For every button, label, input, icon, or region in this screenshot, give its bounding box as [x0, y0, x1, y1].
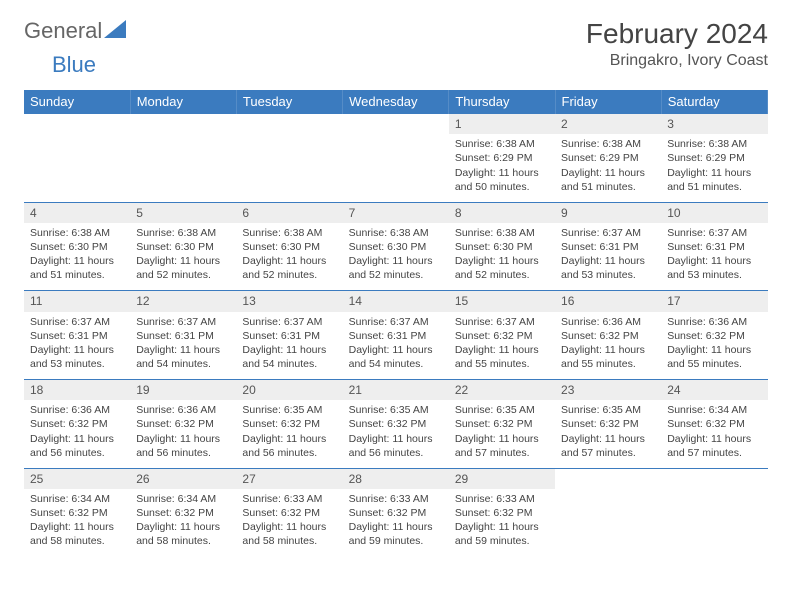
day-content-cell: Sunrise: 6:33 AMSunset: 6:32 PMDaylight:…	[449, 489, 555, 557]
day-content-cell: Sunrise: 6:38 AMSunset: 6:30 PMDaylight:…	[449, 223, 555, 291]
logo-triangle-icon	[104, 18, 126, 44]
day-number-cell	[343, 114, 449, 135]
day-content-cell: Sunrise: 6:35 AMSunset: 6:32 PMDaylight:…	[236, 400, 342, 468]
day-content-cell: Sunrise: 6:37 AMSunset: 6:32 PMDaylight:…	[449, 312, 555, 380]
day-number-row: 18192021222324	[24, 380, 768, 401]
day-content-cell: Sunrise: 6:36 AMSunset: 6:32 PMDaylight:…	[24, 400, 130, 468]
day-number-cell	[661, 468, 767, 489]
month-title: February 2024	[586, 18, 768, 50]
day-content-cell	[24, 134, 130, 202]
day-number-cell: 25	[24, 468, 130, 489]
day-content-cell: Sunrise: 6:38 AMSunset: 6:30 PMDaylight:…	[24, 223, 130, 291]
day-number-cell: 4	[24, 202, 130, 223]
weekday-header: Tuesday	[236, 90, 342, 114]
weekday-header: Monday	[130, 90, 236, 114]
day-content-row: Sunrise: 6:36 AMSunset: 6:32 PMDaylight:…	[24, 400, 768, 468]
day-number-cell: 11	[24, 291, 130, 312]
day-content-cell: Sunrise: 6:38 AMSunset: 6:29 PMDaylight:…	[661, 134, 767, 202]
day-number-cell: 19	[130, 380, 236, 401]
day-number-cell: 12	[130, 291, 236, 312]
day-number-row: 11121314151617	[24, 291, 768, 312]
logo-text-general: General	[24, 18, 102, 44]
calendar-table: SundayMondayTuesdayWednesdayThursdayFrid…	[24, 90, 768, 557]
weekday-header: Wednesday	[343, 90, 449, 114]
day-content-cell	[555, 489, 661, 557]
day-content-cell	[130, 134, 236, 202]
day-number-cell: 2	[555, 114, 661, 135]
day-number-cell: 21	[343, 380, 449, 401]
day-number-cell: 13	[236, 291, 342, 312]
day-content-cell: Sunrise: 6:34 AMSunset: 6:32 PMDaylight:…	[130, 489, 236, 557]
day-number-cell: 24	[661, 380, 767, 401]
title-block: February 2024 Bringakro, Ivory Coast	[586, 18, 768, 70]
day-number-cell: 6	[236, 202, 342, 223]
day-content-cell: Sunrise: 6:38 AMSunset: 6:29 PMDaylight:…	[449, 134, 555, 202]
day-content-cell: Sunrise: 6:35 AMSunset: 6:32 PMDaylight:…	[343, 400, 449, 468]
weekday-header: Friday	[555, 90, 661, 114]
day-number-cell: 26	[130, 468, 236, 489]
weekday-header: Sunday	[24, 90, 130, 114]
day-number-cell: 7	[343, 202, 449, 223]
day-number-cell: 22	[449, 380, 555, 401]
day-number-cell: 3	[661, 114, 767, 135]
day-content-cell: Sunrise: 6:37 AMSunset: 6:31 PMDaylight:…	[343, 312, 449, 380]
day-number-cell: 29	[449, 468, 555, 489]
calendar-body: 123Sunrise: 6:38 AMSunset: 6:29 PMDaylig…	[24, 114, 768, 557]
day-content-row: Sunrise: 6:38 AMSunset: 6:29 PMDaylight:…	[24, 134, 768, 202]
day-number-cell	[130, 114, 236, 135]
day-number-cell: 27	[236, 468, 342, 489]
weekday-header: Saturday	[661, 90, 767, 114]
day-content-cell: Sunrise: 6:35 AMSunset: 6:32 PMDaylight:…	[449, 400, 555, 468]
day-number-cell: 10	[661, 202, 767, 223]
location: Bringakro, Ivory Coast	[586, 52, 768, 70]
day-number-cell: 15	[449, 291, 555, 312]
day-content-cell: Sunrise: 6:38 AMSunset: 6:30 PMDaylight:…	[236, 223, 342, 291]
day-content-cell: Sunrise: 6:36 AMSunset: 6:32 PMDaylight:…	[661, 312, 767, 380]
day-number-cell: 17	[661, 291, 767, 312]
day-number-row: 2526272829	[24, 468, 768, 489]
day-number-row: 45678910	[24, 202, 768, 223]
day-content-cell: Sunrise: 6:38 AMSunset: 6:30 PMDaylight:…	[343, 223, 449, 291]
day-content-cell: Sunrise: 6:37 AMSunset: 6:31 PMDaylight:…	[555, 223, 661, 291]
day-number-row: 123	[24, 114, 768, 135]
day-content-cell: Sunrise: 6:34 AMSunset: 6:32 PMDaylight:…	[661, 400, 767, 468]
day-content-cell: Sunrise: 6:34 AMSunset: 6:32 PMDaylight:…	[24, 489, 130, 557]
day-number-cell: 8	[449, 202, 555, 223]
day-content-row: Sunrise: 6:38 AMSunset: 6:30 PMDaylight:…	[24, 223, 768, 291]
day-content-cell: Sunrise: 6:38 AMSunset: 6:30 PMDaylight:…	[130, 223, 236, 291]
day-content-cell: Sunrise: 6:36 AMSunset: 6:32 PMDaylight:…	[130, 400, 236, 468]
day-content-cell	[343, 134, 449, 202]
day-number-cell	[24, 114, 130, 135]
day-number-cell: 16	[555, 291, 661, 312]
day-content-cell: Sunrise: 6:36 AMSunset: 6:32 PMDaylight:…	[555, 312, 661, 380]
day-number-cell: 23	[555, 380, 661, 401]
logo-text-blue: Blue	[52, 52, 96, 78]
day-number-cell	[236, 114, 342, 135]
day-content-row: Sunrise: 6:34 AMSunset: 6:32 PMDaylight:…	[24, 489, 768, 557]
weekday-header-row: SundayMondayTuesdayWednesdayThursdayFrid…	[24, 90, 768, 114]
day-content-row: Sunrise: 6:37 AMSunset: 6:31 PMDaylight:…	[24, 312, 768, 380]
weekday-header: Thursday	[449, 90, 555, 114]
day-number-cell: 5	[130, 202, 236, 223]
day-number-cell: 28	[343, 468, 449, 489]
day-content-cell: Sunrise: 6:37 AMSunset: 6:31 PMDaylight:…	[130, 312, 236, 380]
day-content-cell	[236, 134, 342, 202]
day-number-cell: 20	[236, 380, 342, 401]
day-content-cell: Sunrise: 6:33 AMSunset: 6:32 PMDaylight:…	[236, 489, 342, 557]
day-content-cell: Sunrise: 6:37 AMSunset: 6:31 PMDaylight:…	[661, 223, 767, 291]
day-content-cell: Sunrise: 6:38 AMSunset: 6:29 PMDaylight:…	[555, 134, 661, 202]
day-number-cell: 14	[343, 291, 449, 312]
day-number-cell: 9	[555, 202, 661, 223]
day-number-cell	[555, 468, 661, 489]
day-content-cell: Sunrise: 6:35 AMSunset: 6:32 PMDaylight:…	[555, 400, 661, 468]
day-number-cell: 1	[449, 114, 555, 135]
logo: General	[24, 18, 128, 44]
day-content-cell: Sunrise: 6:33 AMSunset: 6:32 PMDaylight:…	[343, 489, 449, 557]
day-content-cell: Sunrise: 6:37 AMSunset: 6:31 PMDaylight:…	[24, 312, 130, 380]
day-content-cell: Sunrise: 6:37 AMSunset: 6:31 PMDaylight:…	[236, 312, 342, 380]
day-number-cell: 18	[24, 380, 130, 401]
day-content-cell	[661, 489, 767, 557]
